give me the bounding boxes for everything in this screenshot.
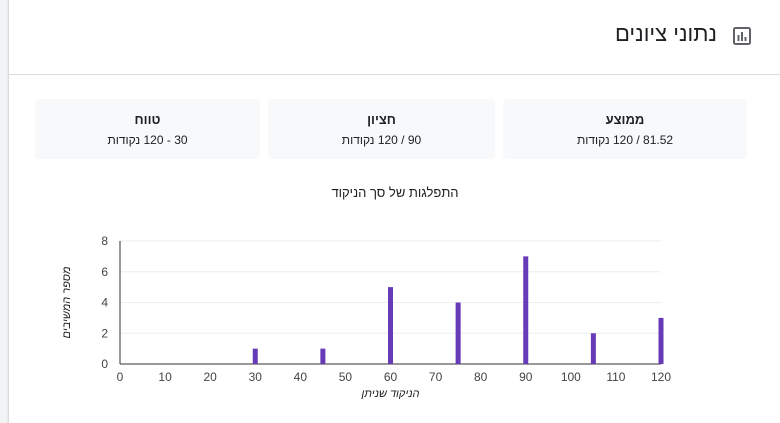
bar <box>658 317 664 364</box>
card-title: נתוני ציונים <box>614 21 717 46</box>
stat-mean: ממוצע 81.52 / 120 נקודות <box>503 99 747 159</box>
y-tick-label: 2 <box>101 326 108 340</box>
x-tick-label: 10 <box>158 370 172 384</box>
bar <box>590 333 596 364</box>
bar <box>320 348 326 364</box>
stat-label: חציון <box>367 112 396 127</box>
y-tick-label: 8 <box>101 234 108 248</box>
x-tick-label: 0 <box>117 370 124 384</box>
stat-value: 81.52 / 120 נקודות <box>576 133 674 147</box>
stat-label: טווח <box>134 112 161 127</box>
stat-median: חציון 90 / 120 נקודות <box>268 99 495 159</box>
x-tick-label: 120 <box>651 370 671 384</box>
bar <box>388 287 393 364</box>
bar <box>455 302 461 364</box>
x-tick-label: 110 <box>606 370 625 384</box>
chart-title: התפלגות של סך הניקוד <box>331 185 459 200</box>
x-tick-label: 30 <box>249 370 263 384</box>
x-tick-label: 70 <box>429 370 443 384</box>
stat-range: טווח 30 - 120 נקודות <box>35 99 260 159</box>
bar <box>252 348 258 364</box>
y-tick-label: 0 <box>101 357 108 371</box>
x-tick-label: 40 <box>294 370 308 384</box>
stat-label: ממוצע <box>605 112 645 127</box>
bar-chart-icon <box>733 27 751 45</box>
bar <box>523 256 529 364</box>
x-tick-label: 50 <box>339 370 353 384</box>
x-tick-label: 20 <box>203 370 217 384</box>
x-tick-label: 100 <box>561 370 581 384</box>
grade-stats-card: נתוני ציונים ממוצע 81.52 / 120 נקודות חצ… <box>8 0 780 423</box>
stat-value: 30 - 120 נקודות <box>107 133 188 147</box>
x-tick-label: 80 <box>474 370 488 384</box>
card-header: נתוני ציונים <box>9 0 780 75</box>
y-axis-label: מספר המשיבים <box>61 266 73 338</box>
x-tick-label: 60 <box>384 370 398 384</box>
stat-value: 90 / 120 נקודות <box>341 133 422 147</box>
y-tick-label: 4 <box>101 296 108 310</box>
y-tick-label: 6 <box>101 265 108 279</box>
x-axis-label: הניקוד שניתן <box>360 388 419 400</box>
x-tick-label: 90 <box>519 370 533 384</box>
